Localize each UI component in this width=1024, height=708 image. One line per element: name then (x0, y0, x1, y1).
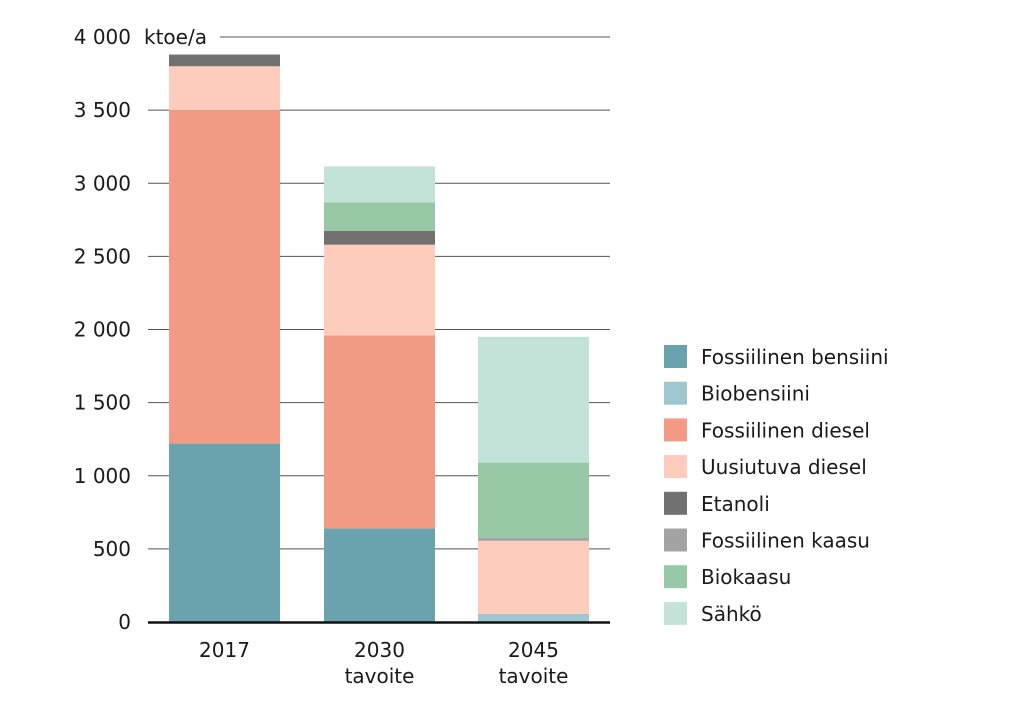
bar-segment-2030-4 (324, 230, 435, 245)
bar-segment-2017-4 (169, 54, 280, 67)
bar-segment-2017-2 (169, 110, 280, 444)
legend-swatch-7 (664, 601, 687, 625)
x-tick-sublabel-2030: tavoite (345, 664, 415, 688)
y-axis: 0 500 1 000 1 500 2 000 2 500 3 000 3 500 4 000 k… (74, 25, 207, 634)
y-tick-label-1500: 1 500 (74, 391, 131, 415)
y-tick-label-2000: 2 000 (74, 318, 131, 342)
legend-swatch-2 (664, 418, 687, 442)
bar-segment-2045-3 (478, 540, 589, 614)
y-tick-label-0: 0 (118, 610, 131, 634)
x-tick-label-2030: 2030 (354, 638, 405, 662)
legend-label-4: Etanoli (701, 492, 770, 516)
bar-segment-2030-3 (324, 244, 435, 336)
legend-swatch-5 (664, 528, 687, 552)
x-tick-label-2017: 2017 (199, 638, 250, 662)
bar-segment-2030-6 (324, 202, 435, 231)
legend-swatch-4 (664, 491, 687, 515)
bars (169, 54, 589, 622)
bar-segment-2030-2 (324, 335, 435, 529)
bar-segment-2045-6 (478, 462, 589, 538)
legend-swatch-0 (664, 345, 687, 368)
legend-label-6: Biokaasu (701, 565, 791, 589)
legend-label-2: Fossiilinen diesel (701, 418, 870, 442)
bar-segment-2017-3 (169, 66, 280, 111)
x-tick-sublabel-2045: tavoite (499, 664, 569, 688)
y-unit-label: ktoe/a (144, 25, 207, 49)
bar-segment-2017-0 (169, 443, 280, 622)
legend-swatch-3 (664, 455, 687, 479)
legend-label-0: Fossiilinen bensiini (701, 345, 889, 369)
y-tick-label-500: 500 (93, 537, 131, 561)
legend: Fossiilinen bensiini Biobensiini Fossiilin… (664, 345, 889, 626)
bar-segment-2030-7 (324, 166, 435, 203)
bar-segment-2045-1 (478, 613, 589, 622)
y-tick-label-3000: 3 000 (74, 171, 131, 195)
x-tick-label-2045: 2045 (508, 638, 559, 662)
legend-label-1: Biobensiini (701, 382, 810, 406)
legend-swatch-1 (664, 381, 687, 405)
legend-label-5: Fossiilinen kaasu (701, 529, 870, 553)
legend-swatch-6 (664, 565, 687, 589)
legend-label-3: Uusiutuva diesel (701, 455, 867, 479)
y-tick-label-1000: 1 000 (74, 464, 131, 488)
bar-segment-2030-0 (324, 528, 435, 622)
bar-segment-2045-7 (478, 336, 589, 463)
bar-segment-2045-5 (478, 537, 589, 541)
legend-label-7: Sähkö (701, 602, 762, 626)
y-tick-label-4000: 4 000 (74, 25, 131, 49)
y-tick-label-3500: 3 500 (74, 98, 131, 122)
y-tick-label-2500: 2 500 (74, 244, 131, 268)
